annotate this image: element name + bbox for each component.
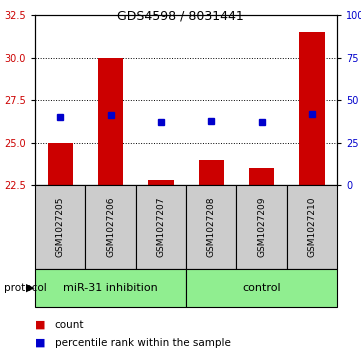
Text: protocol: protocol	[4, 283, 46, 293]
Text: control: control	[242, 283, 281, 293]
FancyBboxPatch shape	[186, 185, 236, 269]
Text: ▶: ▶	[26, 283, 35, 293]
FancyBboxPatch shape	[287, 185, 337, 269]
Text: GSM1027207: GSM1027207	[156, 197, 165, 257]
Text: GDS4598 / 8031441: GDS4598 / 8031441	[117, 9, 244, 22]
Text: percentile rank within the sample: percentile rank within the sample	[55, 338, 231, 348]
Text: GSM1027210: GSM1027210	[308, 197, 317, 257]
Bar	[199, 160, 224, 185]
Bar	[299, 32, 325, 185]
FancyBboxPatch shape	[136, 185, 186, 269]
Text: GSM1027208: GSM1027208	[207, 197, 216, 257]
Bar	[48, 143, 73, 185]
Text: ■: ■	[35, 338, 45, 348]
Text: count: count	[55, 320, 84, 330]
FancyBboxPatch shape	[236, 185, 287, 269]
FancyBboxPatch shape	[186, 269, 337, 307]
FancyBboxPatch shape	[35, 269, 186, 307]
Bar	[249, 168, 274, 185]
Bar	[98, 58, 123, 185]
Text: GSM1027205: GSM1027205	[56, 197, 65, 257]
Text: GSM1027209: GSM1027209	[257, 197, 266, 257]
FancyBboxPatch shape	[86, 185, 136, 269]
Text: miR-31 inhibition: miR-31 inhibition	[63, 283, 158, 293]
Text: GSM1027206: GSM1027206	[106, 197, 115, 257]
Bar	[148, 180, 174, 185]
FancyBboxPatch shape	[35, 185, 86, 269]
Text: ■: ■	[35, 320, 45, 330]
